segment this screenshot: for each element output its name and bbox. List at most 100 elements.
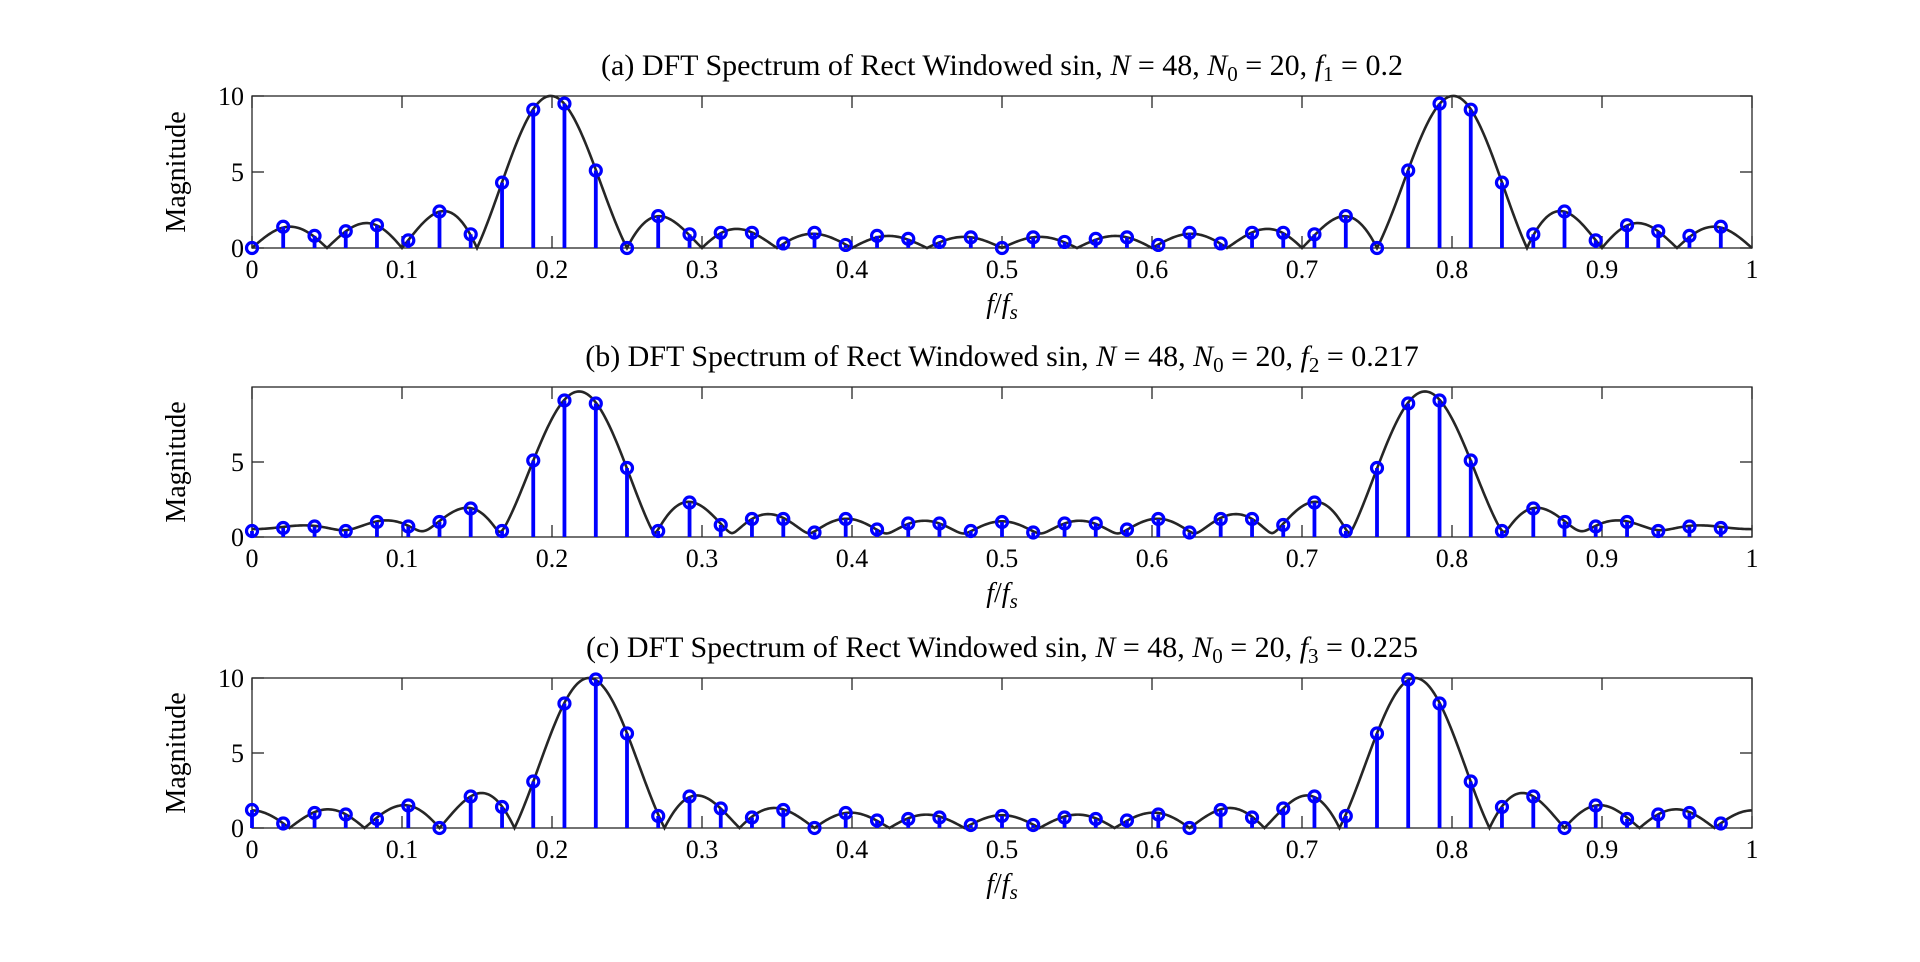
stem-marker	[1651, 523, 1666, 539]
stem-marker	[619, 460, 635, 476]
x-tick-label: 0.5	[986, 544, 1019, 573]
stem-marker	[1432, 96, 1447, 111]
stem-marker	[1369, 726, 1385, 741]
chart-title: (b) DFT Spectrum of Rect Windowed sin, N…	[585, 340, 1419, 377]
stem-marker	[869, 228, 885, 243]
stem-marker	[869, 813, 885, 828]
stem-marker	[713, 801, 728, 816]
x-tick-label: 0.2	[536, 835, 569, 864]
stem-marker	[432, 204, 447, 219]
stem-marker	[1432, 696, 1447, 711]
stem-marker	[369, 514, 385, 530]
stem-marker	[1494, 799, 1510, 815]
stem-marker	[1307, 495, 1322, 510]
y-axis-label: Magnitude	[161, 401, 192, 522]
x-tick-label: 0.1	[386, 544, 419, 573]
stem-marker	[588, 672, 603, 687]
stem-marker	[276, 520, 291, 536]
stem-marker	[1276, 517, 1291, 533]
dtft-curve	[251, 390, 1753, 535]
stem-marker	[401, 519, 416, 534]
stem-marker	[494, 175, 510, 190]
x-tick-label: 0.8	[1436, 255, 1469, 284]
stem-marker	[338, 807, 353, 822]
x-tick-label: 1	[1746, 544, 1759, 573]
x-tick-label: 0.9	[1586, 255, 1619, 284]
stem-marker	[1682, 805, 1697, 821]
stem-marker	[244, 802, 260, 818]
stem-marker	[369, 811, 385, 827]
stem-marker	[1369, 460, 1385, 476]
stem-marker	[463, 789, 478, 804]
stem-marker	[1026, 817, 1041, 833]
y-tick-label: 10	[218, 82, 244, 111]
stem-marker	[1338, 523, 1353, 539]
x-tick-label: 0.6	[1136, 835, 1169, 864]
y-tick-label: 0	[231, 234, 244, 263]
stem-marker	[526, 453, 541, 468]
stem-marker	[526, 102, 541, 117]
stem-marker	[838, 511, 853, 527]
stem-marker	[1276, 225, 1291, 240]
x-tick-label: 0.3	[686, 255, 719, 284]
stem-marker	[1713, 520, 1728, 536]
stem-marker	[744, 810, 760, 825]
stem-marker	[1057, 516, 1072, 531]
stem-marker	[838, 237, 853, 253]
y-tick-label: 0	[231, 814, 244, 843]
stem-marker	[682, 227, 697, 242]
x-tick-label: 0.2	[536, 544, 569, 573]
stem-marker	[651, 208, 666, 224]
y-tick-label: 5	[231, 158, 244, 187]
stem-marker	[901, 516, 916, 531]
stem-marker	[307, 228, 322, 243]
stem-marker	[682, 789, 697, 804]
stem-marker	[1026, 525, 1041, 540]
stem-marker	[932, 516, 947, 531]
stem-marker	[1119, 522, 1135, 537]
stem-marker	[1244, 225, 1260, 240]
y-axis-label: Magnitude	[161, 692, 192, 813]
stem-marker	[1682, 519, 1697, 534]
axes-box	[251, 677, 1753, 829]
stem-marker	[1463, 102, 1478, 117]
stem-marker	[776, 802, 791, 818]
stem-marker	[276, 219, 291, 234]
stem-marker	[1026, 230, 1041, 245]
x-tick-label: 0.4	[836, 255, 869, 284]
x-axis-label: f/fs	[986, 289, 1018, 324]
stem-marker	[1182, 525, 1197, 540]
x-tick-label: 0.4	[836, 835, 869, 864]
stem-marker	[401, 798, 416, 813]
stem-marker	[494, 799, 510, 815]
stem-marker	[1088, 231, 1103, 246]
stem-marker	[1651, 224, 1666, 239]
stem-marker	[1494, 523, 1510, 539]
stem-marker	[276, 816, 291, 831]
stem-marker	[588, 396, 603, 411]
stem-marker	[1088, 516, 1103, 531]
stem-marker	[1401, 672, 1416, 687]
chart-panel-2: (b) DFT Spectrum of Rect Windowed sin, N…	[161, 340, 1759, 613]
stem-marker	[776, 236, 791, 251]
stem-marker	[526, 774, 541, 789]
stem-marker	[776, 511, 791, 527]
stem-marker	[619, 726, 635, 741]
stem-marker	[1526, 501, 1541, 516]
stem-marker	[1588, 233, 1603, 248]
x-tick-label: 0.7	[1286, 544, 1319, 573]
stem-marker	[307, 805, 322, 821]
stem-marker	[963, 523, 978, 539]
y-tick-label: 10	[218, 664, 244, 693]
stem-marker	[1213, 511, 1228, 527]
x-tick-label: 0.1	[386, 255, 419, 284]
chart-title: (a) DFT Spectrum of Rect Windowed sin, N…	[601, 49, 1403, 86]
stem-marker	[1526, 789, 1541, 804]
stem-marker	[1213, 236, 1228, 251]
x-tick-label: 0.6	[1136, 544, 1169, 573]
stem-marker	[1588, 798, 1603, 813]
x-tick-label: 0.2	[536, 255, 569, 284]
stem-marker	[1713, 816, 1728, 831]
stem-marker	[1151, 511, 1166, 527]
